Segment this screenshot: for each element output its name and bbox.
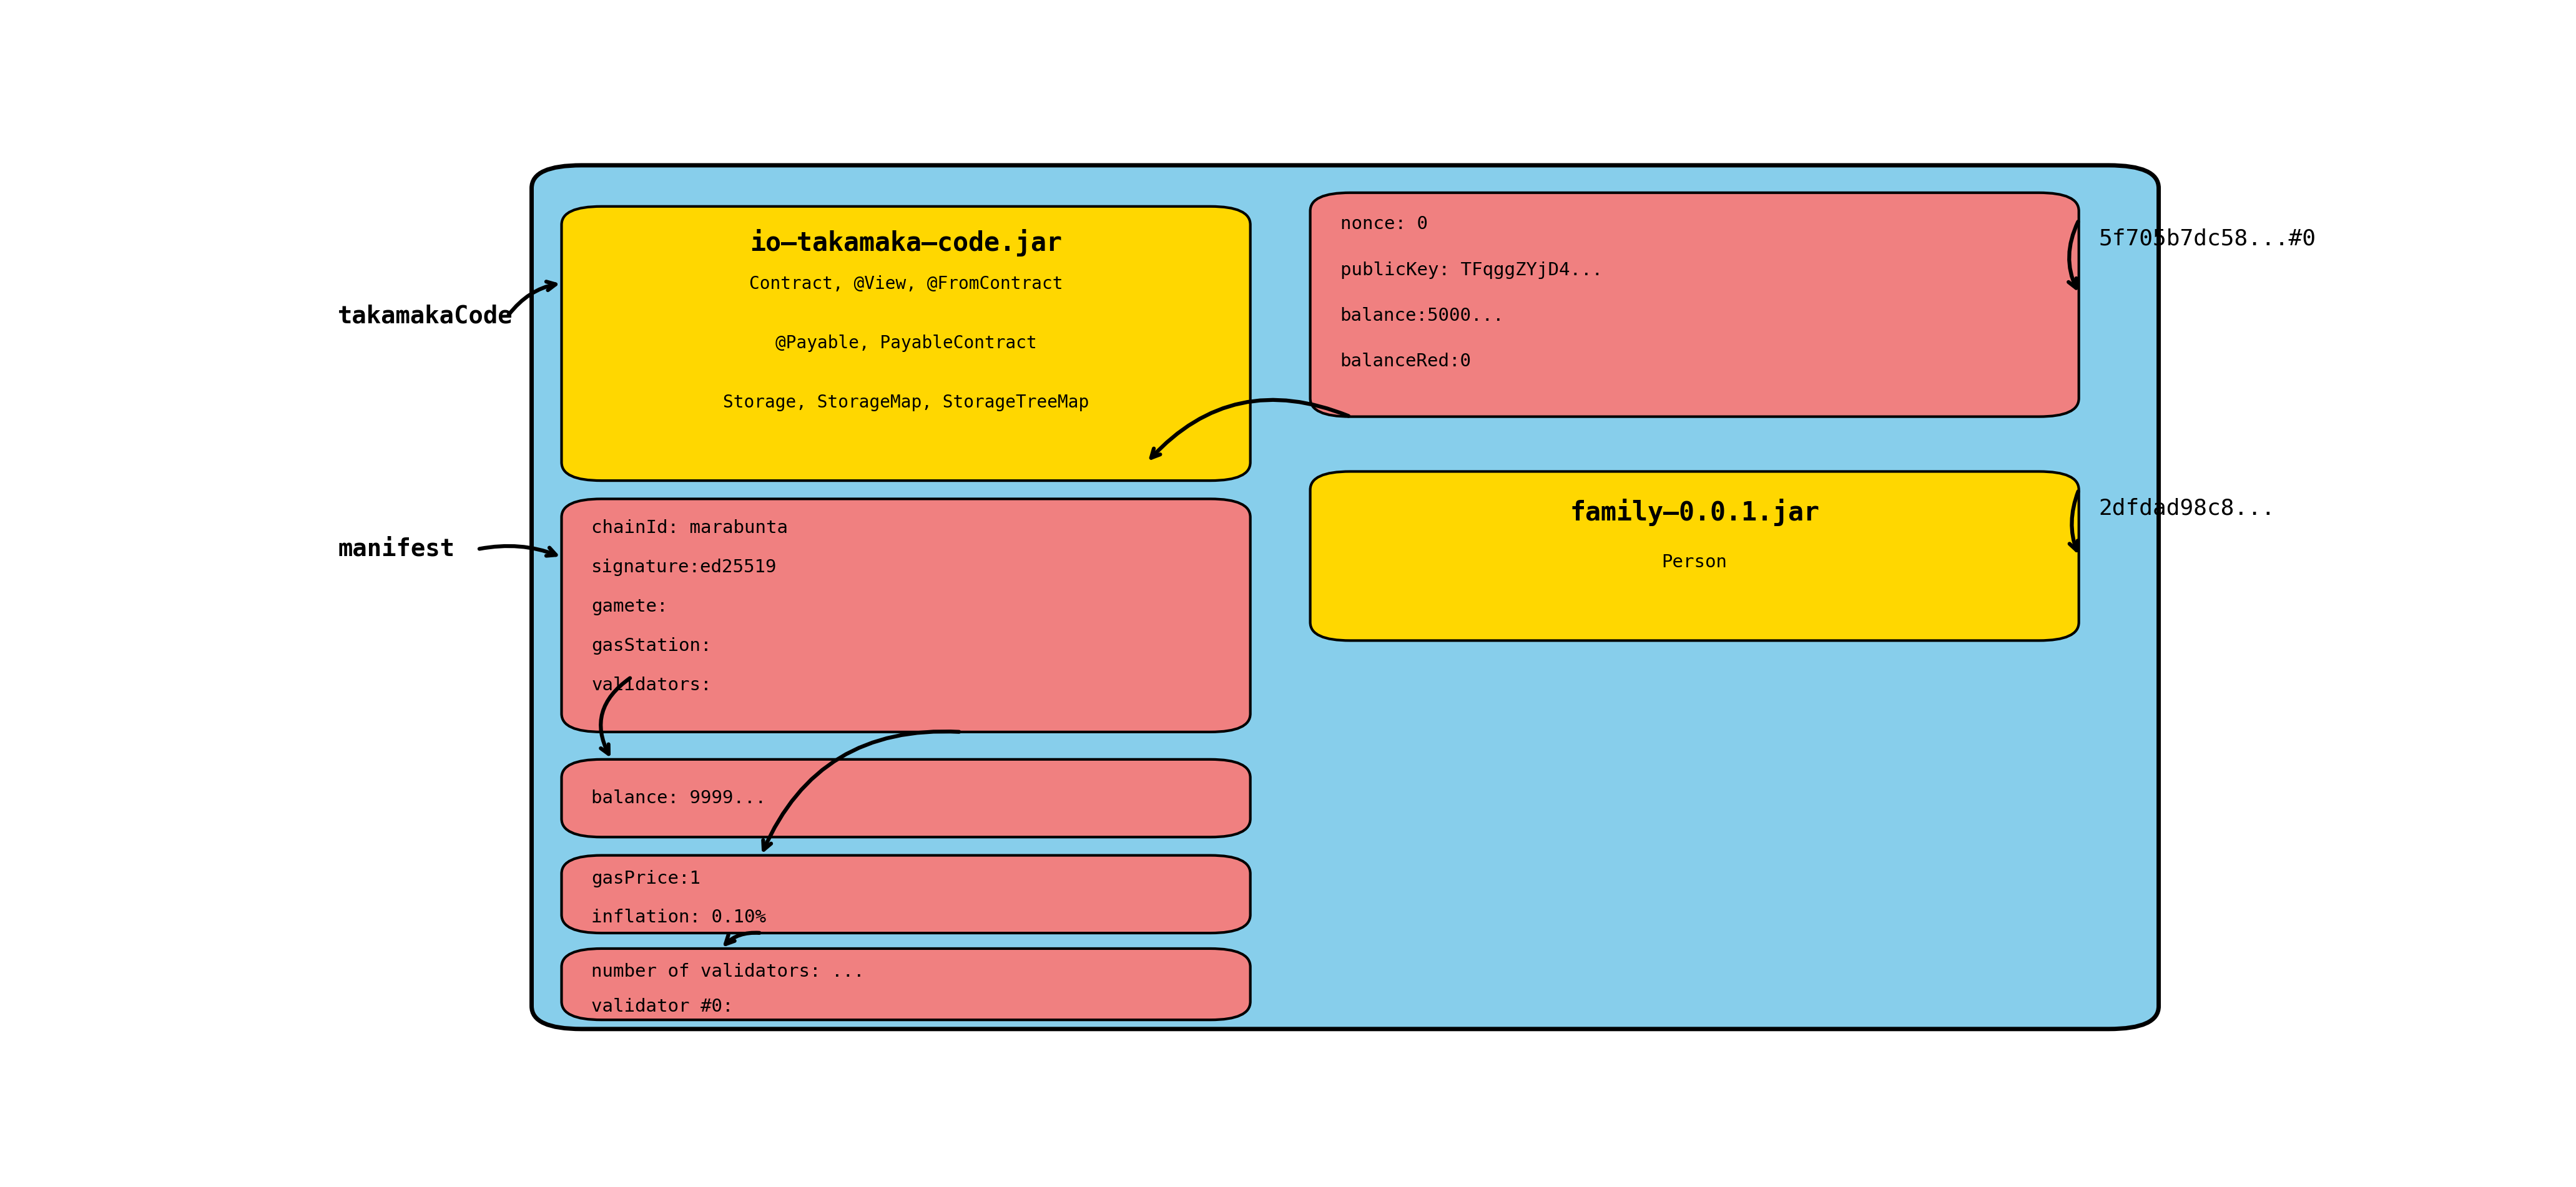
Text: Person: Person bbox=[1662, 553, 1728, 571]
Text: balance:5000...: balance:5000... bbox=[1340, 307, 1504, 324]
Text: balanceRed:0: balanceRed:0 bbox=[1340, 353, 1471, 370]
Text: validators:: validators: bbox=[592, 677, 711, 693]
FancyBboxPatch shape bbox=[1311, 192, 2079, 417]
Text: Contract, @View, @FromContract: Contract, @View, @FromContract bbox=[750, 275, 1064, 292]
Text: Storage, StorageMap, StorageTreeMap: Storage, StorageMap, StorageTreeMap bbox=[724, 394, 1090, 411]
FancyBboxPatch shape bbox=[562, 760, 1249, 837]
FancyBboxPatch shape bbox=[1311, 471, 2079, 641]
Text: balance: 9999...: balance: 9999... bbox=[592, 789, 765, 807]
FancyBboxPatch shape bbox=[531, 165, 2159, 1029]
Text: io–takamaka–code.jar: io–takamaka–code.jar bbox=[750, 229, 1061, 256]
Text: takamakaCode: takamakaCode bbox=[337, 304, 513, 328]
Text: number of validators: ...: number of validators: ... bbox=[592, 963, 866, 980]
FancyBboxPatch shape bbox=[562, 856, 1249, 933]
Text: gasStation:: gasStation: bbox=[592, 637, 711, 654]
FancyBboxPatch shape bbox=[562, 948, 1249, 1020]
Text: @Payable, PayableContract: @Payable, PayableContract bbox=[775, 335, 1036, 351]
Text: inflation: 0.10%: inflation: 0.10% bbox=[592, 908, 765, 926]
Text: gamete:: gamete: bbox=[592, 597, 667, 615]
Text: 5f705b7dc58...#0: 5f705b7dc58...#0 bbox=[2099, 228, 2316, 249]
Text: manifest: manifest bbox=[337, 538, 456, 561]
Text: signature:ed25519: signature:ed25519 bbox=[592, 558, 778, 576]
Text: validator #0:: validator #0: bbox=[592, 998, 734, 1015]
FancyBboxPatch shape bbox=[562, 207, 1249, 481]
Text: gasPrice:1: gasPrice:1 bbox=[592, 870, 701, 888]
Text: 2dfdad98c8...: 2dfdad98c8... bbox=[2099, 497, 2275, 519]
Text: publicKey: TFqggZYjD4...: publicKey: TFqggZYjD4... bbox=[1340, 261, 1602, 279]
Text: chainId: marabunta: chainId: marabunta bbox=[592, 519, 788, 537]
Text: nonce: 0: nonce: 0 bbox=[1340, 216, 1427, 233]
Text: family–0.0.1.jar: family–0.0.1.jar bbox=[1569, 499, 1819, 526]
FancyBboxPatch shape bbox=[562, 499, 1249, 732]
